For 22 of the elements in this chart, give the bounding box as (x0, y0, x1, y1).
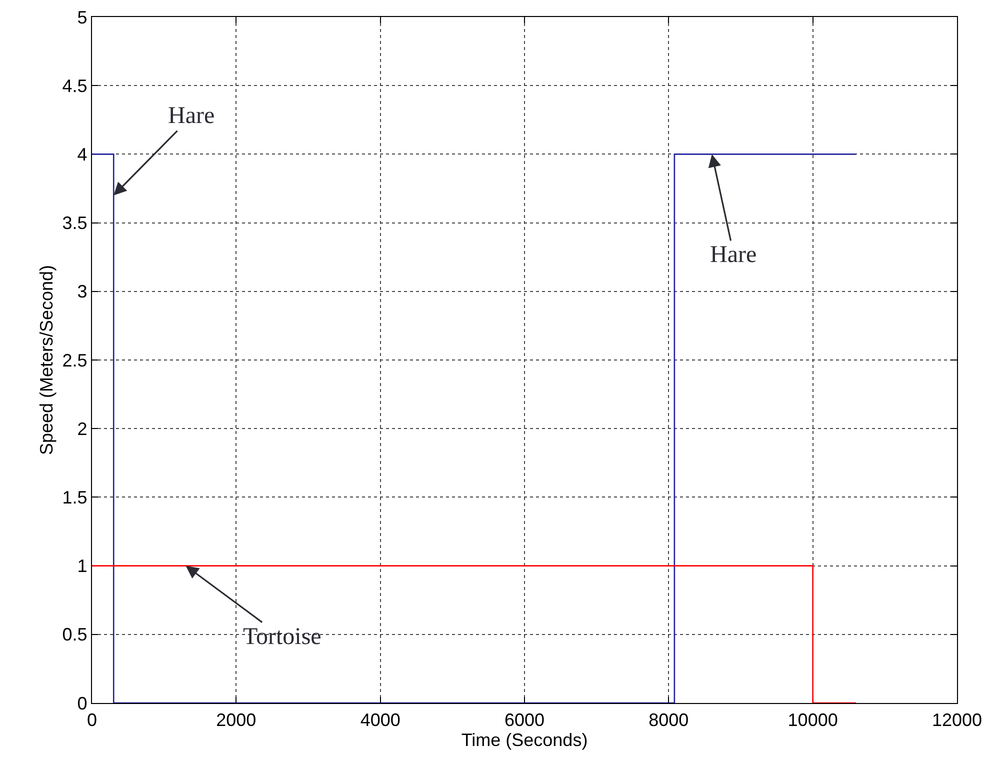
y-tick-label: 3.5 (62, 213, 88, 234)
x-tick-label: 2000 (216, 710, 256, 730)
x-tick-label: 4000 (360, 710, 400, 730)
x-tick-label: 8000 (648, 710, 689, 730)
y-tick-label: 2 (77, 418, 88, 439)
x-tick-label: 6000 (504, 710, 545, 730)
annotation: Hare (168, 103, 215, 129)
y-tick-label: 4.5 (62, 76, 88, 96)
y-tick-label: 0.5 (62, 624, 88, 645)
y-tick-label: 5 (77, 7, 88, 28)
x-tick-label: 12000 (932, 710, 982, 730)
y-tick-label: 0 (77, 693, 88, 714)
annotation: Hare (710, 242, 757, 268)
annotation: Tortoise (243, 624, 322, 650)
y-tick-label: 3 (77, 282, 88, 302)
x-tick-label: 10000 (788, 710, 838, 730)
y-tick-label: 2.5 (62, 350, 88, 370)
y-tick-label: 1 (77, 556, 88, 576)
y-axis-title: Speed (Meters/Second) (36, 264, 56, 456)
y-tick-label: 1.5 (62, 488, 88, 508)
y-tick-label: 4 (77, 144, 88, 164)
x-axis-title: Time (Seconds) (461, 730, 588, 750)
